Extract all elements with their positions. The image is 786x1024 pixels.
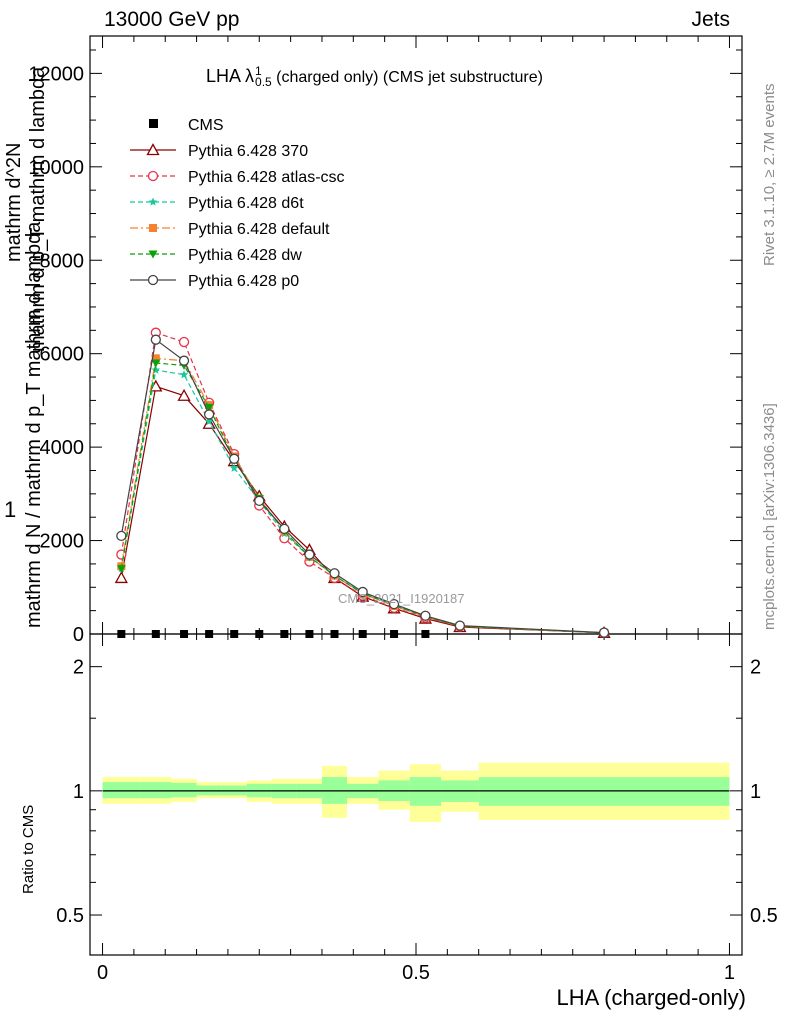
y-tick-label: 6000 [40, 344, 85, 366]
series-point [151, 354, 160, 363]
y-tick-label: 0 [73, 624, 84, 646]
series-point [279, 523, 290, 535]
cms-data-point [330, 630, 339, 638]
title-sup: 1 [255, 64, 262, 79]
legend-label: Pythia 6.428 370 [188, 143, 308, 160]
y-tick-label: 8000 [40, 250, 85, 272]
x-tick-label: 1 [724, 962, 735, 984]
series-point [420, 610, 431, 621]
cms-data-point [230, 630, 239, 638]
legend-cms-marker [149, 119, 158, 128]
title-sub: 0.5 [255, 75, 272, 90]
cms-data-point [305, 630, 314, 638]
cms-data-point [280, 630, 289, 638]
series-point [177, 388, 191, 401]
series-point [178, 355, 190, 366]
cms-data-point [390, 630, 399, 638]
cms-data-point [255, 630, 264, 638]
ratio-band-inner [102, 782, 141, 799]
cms-data-point [205, 630, 214, 638]
header-right-label: Jets [691, 8, 730, 31]
series-point [204, 416, 214, 426]
legend-label: Pythia 6.428 d6t [188, 195, 304, 212]
series-point [151, 365, 161, 374]
legend-marker [148, 250, 158, 259]
watermark-label: CMS_2021_I1920187 [338, 591, 465, 606]
series-point [598, 627, 610, 638]
ratio-y-tick-label: 0.5 [56, 905, 84, 927]
cms-data-point [358, 630, 367, 638]
series-point [229, 463, 239, 472]
series-point [178, 336, 190, 348]
y-tick-label: 10000 [28, 157, 84, 179]
legend-marker [147, 274, 159, 286]
legend-marker [147, 170, 159, 182]
legend-marker [149, 224, 157, 232]
y-axis-label-line3: mathrm d p_T mathrm d lambda [27, 66, 49, 352]
y-axis-label-top: 1 [4, 497, 17, 522]
legend-marker [146, 143, 160, 156]
series-line [120, 331, 605, 634]
series-point [304, 549, 315, 560]
y-axis-label-line2: mathrm d^2N [3, 142, 25, 262]
cms-data-point [117, 630, 126, 638]
legend-label: Pythia 6.428 atlas-csc [188, 169, 345, 186]
series-point [151, 359, 161, 368]
rivet-label: Rivet 3.1.10, ≥ 2.7M events [761, 83, 778, 267]
cms-data-point [180, 630, 189, 638]
series-point [454, 620, 466, 631]
ratio-y-tick-label: 2 [73, 657, 84, 679]
x-tick-label: 0.5 [402, 962, 430, 984]
title-main: LHA [206, 66, 241, 86]
ratio-y-tick-label-right: 1 [750, 781, 761, 803]
header-left-label: 13000 GeV pp [104, 8, 240, 31]
series-point [114, 571, 128, 584]
legend-label: Pythia 6.428 default [188, 221, 330, 238]
y-tick-label: 2000 [40, 531, 85, 553]
ratio-y-tick-label: 1 [73, 781, 84, 803]
ratio-y-axis-label: Ratio to CMS [20, 804, 37, 894]
series-line [120, 362, 605, 634]
chart-title: LHA λ 1 0.5 (charged only) (CMS jet substr… [206, 64, 543, 90]
series-point [357, 586, 368, 598]
series-point [254, 495, 265, 507]
series-point [204, 403, 214, 412]
series-point [229, 453, 240, 464]
title-lambda: λ [245, 66, 255, 86]
series-point [116, 530, 127, 542]
ratio-band-inner [171, 782, 197, 798]
x-tick-label: 0 [97, 962, 108, 984]
series-point [203, 409, 215, 420]
series-line [120, 338, 605, 634]
legend-label: Pythia 6.428 p0 [188, 273, 299, 290]
cms-data-point [421, 630, 430, 638]
legend-label: Pythia 6.428 dw [188, 247, 302, 264]
mcplots-label: mcplots.cern.ch [arXiv:1306.3436] [761, 403, 778, 630]
ratio-y-tick-label-right: 0.5 [750, 905, 778, 927]
ratio-y-tick-label-right: 2 [750, 657, 761, 679]
legend-marker [148, 197, 158, 206]
ratio-band-inner [140, 782, 172, 799]
title-rest: (charged only) (CMS jet substructure) [271, 69, 543, 86]
y-tick-label: 4000 [40, 437, 85, 459]
series-point [179, 370, 189, 379]
legend-cms-label: CMS [188, 117, 224, 134]
cms-data-point [151, 630, 160, 638]
x-axis-label: LHA (charged-only) [556, 985, 746, 1010]
series-point [150, 334, 161, 345]
series-point [388, 598, 400, 610]
series-point [116, 565, 126, 574]
y-tick-label: 12000 [28, 63, 84, 85]
series-point [329, 568, 340, 579]
